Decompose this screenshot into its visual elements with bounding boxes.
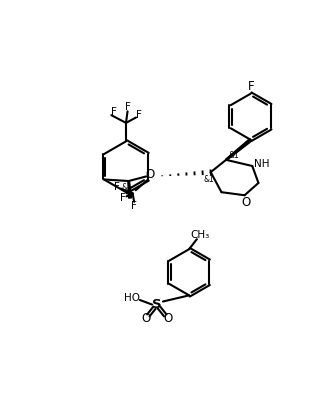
Text: F: F bbox=[114, 182, 120, 192]
Text: &1: &1 bbox=[228, 151, 239, 160]
Text: O: O bbox=[242, 197, 251, 209]
Polygon shape bbox=[128, 181, 132, 198]
Text: S: S bbox=[152, 298, 162, 311]
Text: CH₃: CH₃ bbox=[190, 230, 210, 240]
Text: &1: &1 bbox=[122, 184, 132, 193]
Text: F: F bbox=[125, 102, 131, 113]
Polygon shape bbox=[225, 139, 252, 160]
Text: NH: NH bbox=[254, 160, 269, 169]
Text: F: F bbox=[136, 110, 142, 120]
Text: F: F bbox=[247, 80, 254, 93]
Text: HO: HO bbox=[124, 293, 140, 304]
Text: F: F bbox=[120, 193, 126, 203]
Text: O: O bbox=[145, 169, 155, 181]
Text: F: F bbox=[131, 201, 137, 211]
Text: O: O bbox=[163, 312, 172, 325]
Text: O: O bbox=[141, 312, 151, 325]
Text: &1: &1 bbox=[204, 175, 214, 184]
Text: F: F bbox=[111, 107, 117, 117]
